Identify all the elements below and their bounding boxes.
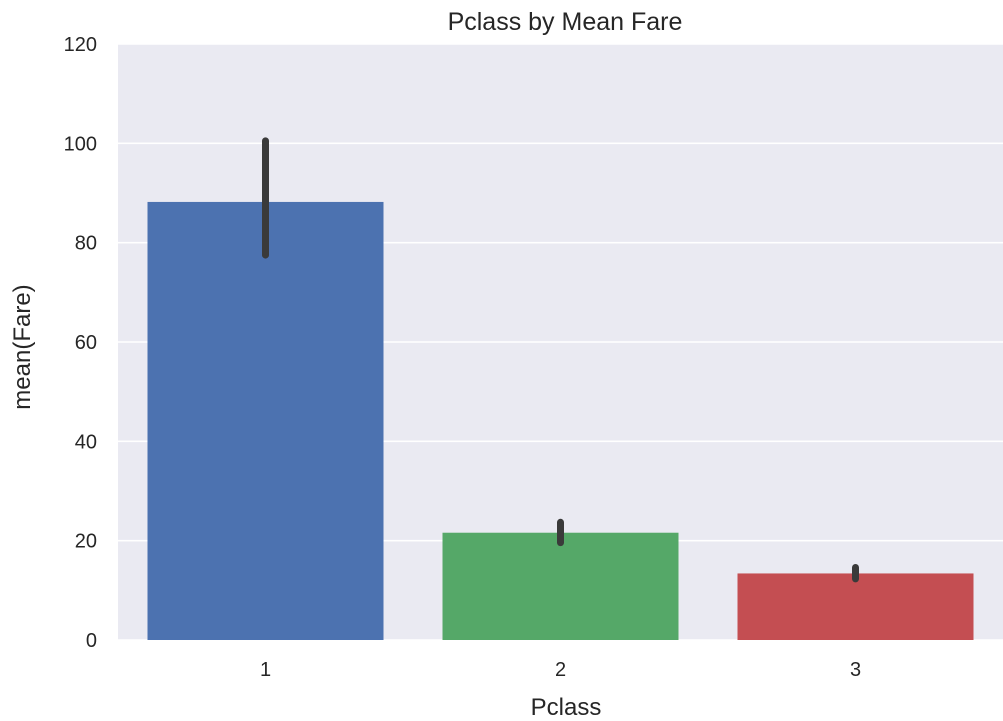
x-tick-label: 2 xyxy=(555,659,566,681)
y-tick-labels: 0 20 40 60 80 100 120 xyxy=(64,34,97,652)
x-tick-labels: 1 2 3 xyxy=(260,659,861,681)
error-bars xyxy=(262,137,859,583)
bars xyxy=(147,201,974,640)
y-tick-label: 60 xyxy=(75,332,97,354)
y-tick-label: 40 xyxy=(75,431,97,453)
y-tick-label: 80 xyxy=(75,233,97,255)
y-tick-label: 120 xyxy=(64,34,97,56)
x-axis-label: Pclass xyxy=(531,694,602,721)
bar-pclass-2 xyxy=(442,532,679,640)
y-tick-label: 20 xyxy=(75,531,97,553)
bar-pclass-1 xyxy=(147,201,384,640)
y-axis-label: mean(Fare) xyxy=(9,284,36,409)
chart-title: Pclass by Mean Fare xyxy=(448,8,683,36)
y-tick-label: 0 xyxy=(86,630,97,652)
y-tick-label: 100 xyxy=(64,133,97,155)
bar-pclass-3 xyxy=(737,573,974,640)
x-tick-label: 3 xyxy=(850,659,861,681)
x-tick-label: 1 xyxy=(260,659,271,681)
